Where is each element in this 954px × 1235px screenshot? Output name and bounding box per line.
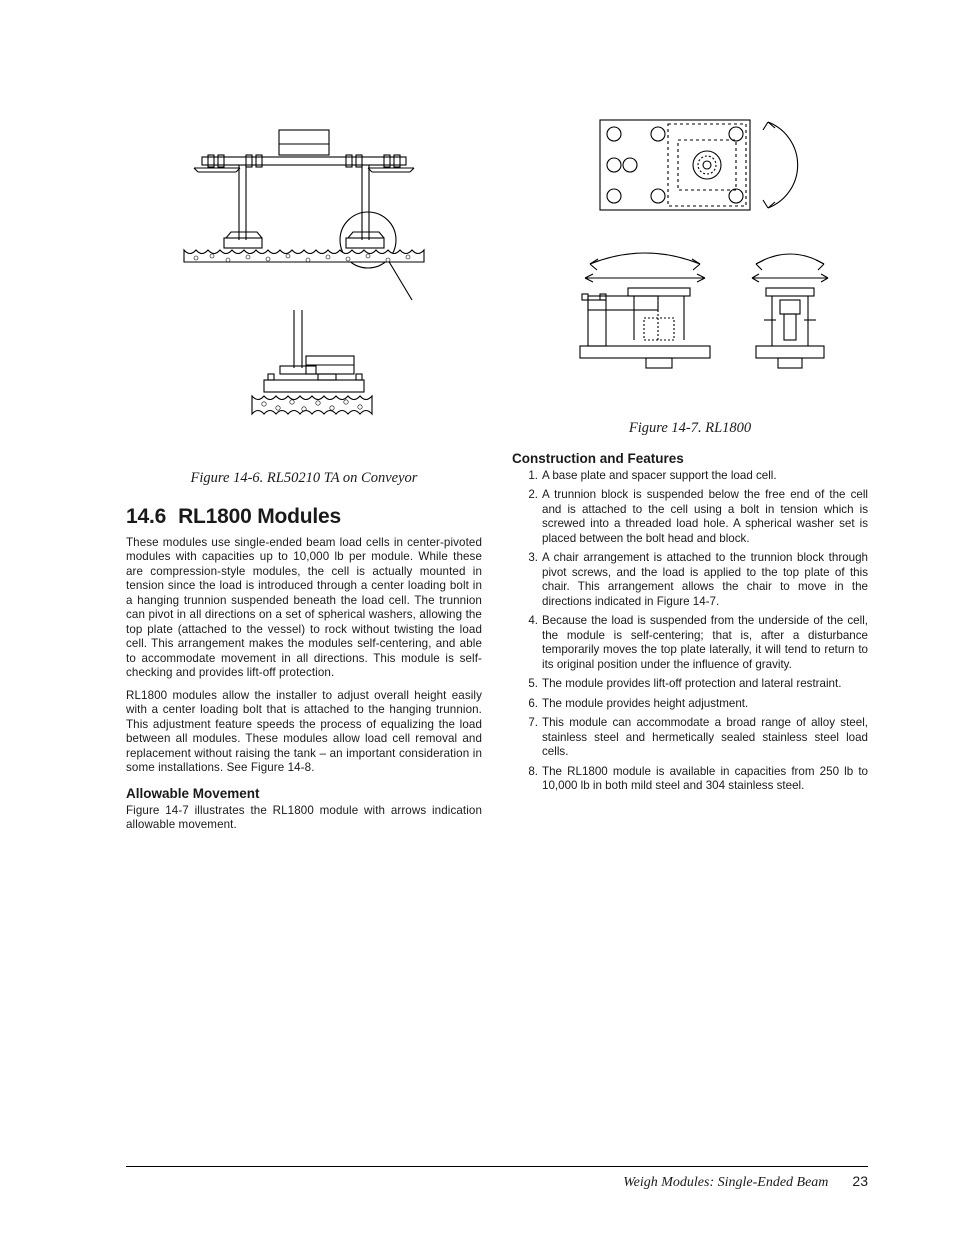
two-column-layout: Figure 14-6. RL50210 TA on Conveyor 14.6… [126,110,868,841]
section-number: 14.6 [126,505,166,528]
page-footer: Weigh Modules: Single-Ended Beam 23 [126,1166,868,1191]
right-column: Figure 14-7. RL1800 Construction and Fea… [512,110,868,799]
feature-item: The module provides height adjustment. [542,697,868,711]
figure-14-6: Figure 14-6. RL50210 TA on Conveyor [126,110,482,487]
para-intro-2: RL1800 modules allow the installer to ad… [126,689,482,776]
feature-item: The RL1800 module is available in capaci… [542,765,868,794]
figure-14-7-caption: Figure 14-7. RL1800 [629,420,751,437]
figure-14-7-svg [530,110,850,410]
feature-item: A chair arrangement is attached to the t… [542,551,868,609]
construction-features-list: A base plate and spacer support the load… [512,469,868,794]
feature-item: A trunnion block is suspended below the … [542,488,868,546]
feature-item: This module can accommodate a broad rang… [542,716,868,759]
footer-section-title: Weigh Modules: Single-Ended Beam [623,1175,828,1191]
section-heading-14-6: 14.6 RL1800 Modules [126,505,482,529]
sub-heading-construction: Construction and Features [512,451,868,466]
feature-item: A base plate and spacer support the load… [542,469,868,483]
sub-heading-allowable: Allowable Movement [126,786,482,801]
figure-14-6-svg [154,110,454,460]
left-column: Figure 14-6. RL50210 TA on Conveyor 14.6… [126,110,482,841]
feature-item: Because the load is suspended from the u… [542,614,868,672]
figure-14-7: Figure 14-7. RL1800 [512,110,868,437]
footer-page-number: 23 [852,1173,868,1189]
feature-item: The module provides lift-off protection … [542,677,868,691]
para-intro-1: These modules use single-ended beam load… [126,536,482,681]
section-title: RL1800 Modules [178,505,341,528]
para-allowable: Figure 14-7 illustrates the RL1800 modul… [126,804,482,833]
figure-14-6-caption: Figure 14-6. RL50210 TA on Conveyor [191,470,418,487]
